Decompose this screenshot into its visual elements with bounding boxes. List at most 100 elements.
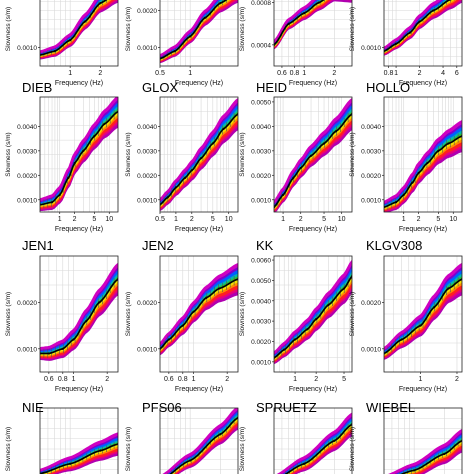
y-tick-label: 0.0020 [17,173,37,180]
data-point [211,142,214,145]
plot-frame [39,255,119,373]
observed-curve [40,443,118,474]
x-tick-label: 5 [211,216,215,223]
observed-curve [169,417,238,474]
data-point [103,122,106,126]
data-point [402,193,405,196]
y-tick-label: 0.0020 [251,339,271,346]
x-tick-label: 0.8 [384,70,394,77]
data-point [281,193,285,196]
x-tick-label: 0.8 [58,376,68,383]
y-axis-label: Slowness (s/m) [5,132,12,176]
y-tick-label: 0.0020 [137,300,157,307]
y-tick-label: 0.0004 [251,42,271,49]
model-curve [274,0,315,43]
y-tick-label: 0.0010 [251,197,271,204]
y-axis-label: Slowness (s/m) [349,132,356,176]
plot-area [384,0,462,66]
y-tick-label: 0.0020 [137,8,157,15]
data-series [40,274,118,359]
data-point [443,452,446,456]
y-axis-label: Slowness (s/m) [239,7,246,51]
x-tick-label: 1 [188,70,192,77]
x-axis-label: Frequency (Hz) [55,386,103,393]
data-series [40,0,108,58]
model-curve [387,429,462,474]
model-curve [40,263,118,350]
x-tick-label: 2 [418,70,422,77]
observed-curve [40,0,108,56]
plot-frame [383,407,463,474]
model-curve [384,120,462,203]
data-series [395,437,462,474]
y-tick-label: 0.0020 [361,300,381,307]
x-tick-label: 0.6 [44,376,54,383]
x-axis-label: Frequency (Hz) [289,226,337,233]
data-point [292,176,295,179]
y-tick-label: 0.0030 [361,148,381,155]
observed-curve [40,278,118,355]
y-axis-label: Slowness (s/m) [239,292,246,336]
data-point [447,142,450,145]
observed-curve [160,0,228,60]
data-point [174,186,177,189]
x-tick-label: 1 [394,70,398,77]
panel-title: JEN2 [142,238,174,253]
x-tick-label: 2 [225,376,229,383]
x-tick-label: 5 [436,216,440,223]
data-point [283,348,286,351]
data-point [50,201,54,204]
data-point [98,301,101,304]
x-tick-label: 10 [105,216,113,223]
chart-panel-13: Slowness (s/m) NIE [5,400,119,474]
data-series [384,274,462,359]
panel-title: JEN1 [22,238,54,253]
y-axis-label: Slowness (s/m) [5,427,12,471]
y-tick-label: 0.0040 [361,124,381,131]
data-point [203,16,206,19]
x-tick-label: 1 [293,376,297,383]
y-tick-label: 0.0010 [251,359,271,366]
model-curve [384,0,441,49]
x-tick-label: 1 [402,216,406,223]
x-tick-label: 2 [190,216,194,223]
x-tick-label: 0.8 [290,70,300,77]
data-point [419,324,422,327]
plot-frame [39,0,119,67]
data-point [322,142,326,145]
x-tick-label: 10 [449,216,457,223]
plot-frame [273,96,353,213]
data-point [173,50,176,53]
x-tick-label: 0.8 [178,376,188,383]
grid [40,97,118,212]
y-tick-label: 0.0010 [17,45,37,52]
data-point [432,9,435,12]
y-axis-label: Slowness (s/m) [349,292,356,336]
plot-frame [159,255,239,373]
x-tick-label: 1 [192,376,196,383]
data-point [449,0,452,1]
chart-panel-3: 0.0004 0.0008 0.6 0.8 1 2 Frequency (Hz) Slowne… [239,0,353,87]
data-point [61,347,64,350]
plot-frame [273,255,353,373]
x-axis-label: Frequency (Hz) [55,80,103,87]
model-curve [40,97,118,201]
y-axis-label: Slowness (s/m) [125,132,132,176]
y-tick-label: 0.0030 [137,148,157,155]
data-point [400,338,403,341]
data-point [315,317,318,321]
x-axis-label: Frequency (Hz) [175,226,223,233]
data-series [160,274,238,354]
data-point [417,171,420,174]
model-curve [162,408,238,474]
observed-curve [160,278,238,350]
x-tick-label: 0.6 [277,70,287,77]
y-tick-label: 0.0008 [251,0,271,7]
y-axis-label: Slowness (s/m) [125,427,132,471]
panel-title: DIEB [22,80,52,95]
data-point [222,127,225,130]
x-tick-label: 2 [332,70,336,77]
